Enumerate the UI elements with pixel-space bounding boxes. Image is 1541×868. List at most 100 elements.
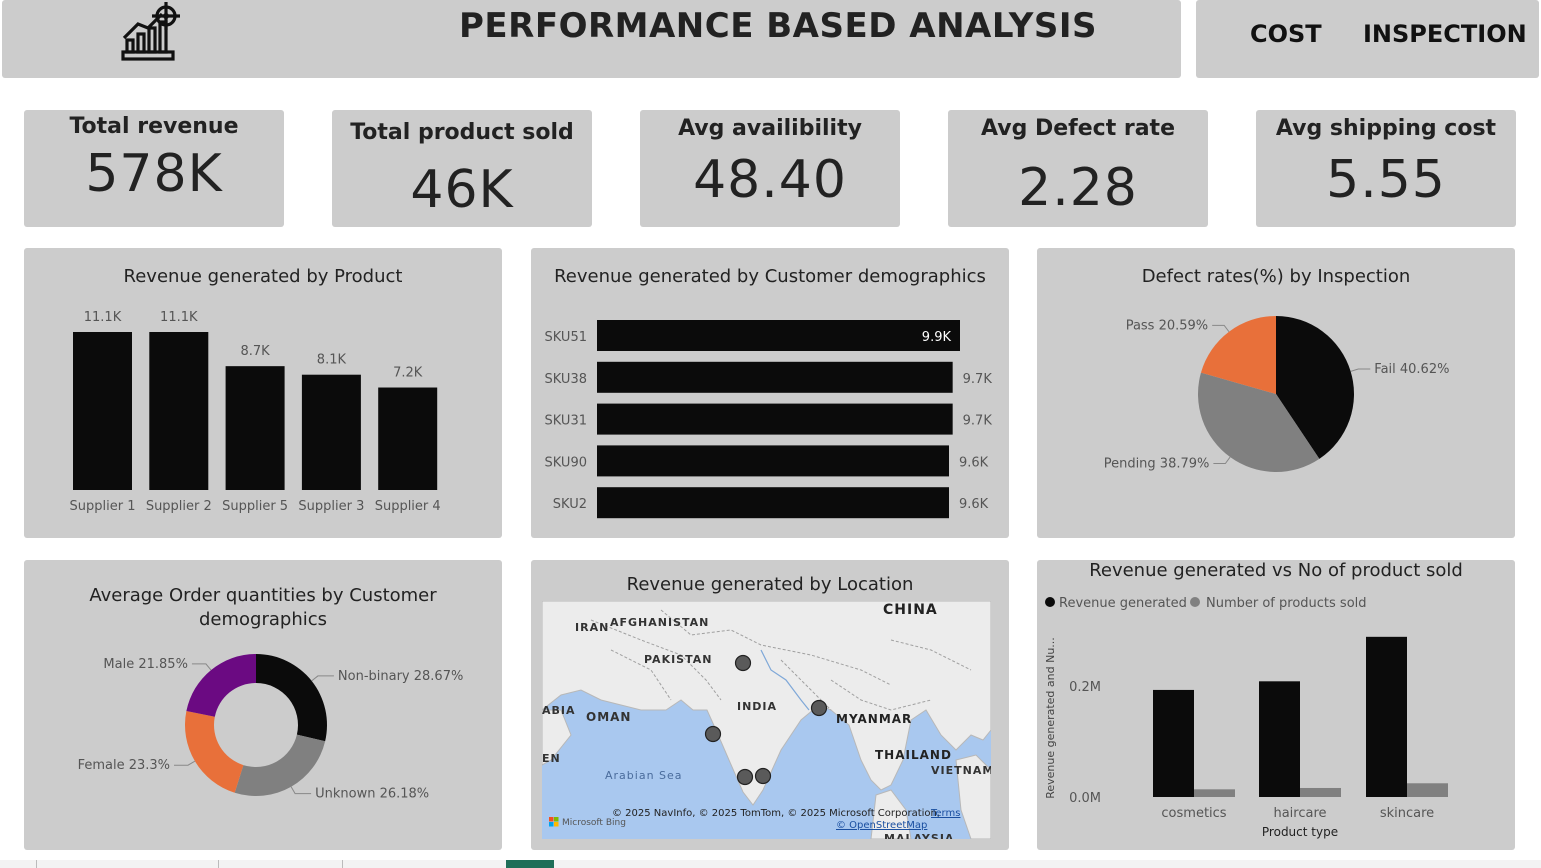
slice-label: Male 21.85% [103, 657, 188, 672]
bar [1153, 689, 1194, 797]
y-tick-label: SKU90 [545, 455, 588, 470]
map-border [660, 609, 892, 686]
x-tick-label: Supplier 1 [70, 499, 136, 514]
map-border [890, 639, 972, 671]
kpi-title: Avg Defect rate [980, 116, 1175, 141]
map-border [590, 619, 722, 701]
location-marker [704, 725, 722, 743]
avg-order-qty-donut-chart: Non-binary 28.67% Unknown 26.18% Female 23… [78, 654, 463, 802]
y-tick-label: SKU31 [545, 414, 588, 429]
leader-line [311, 675, 334, 682]
legend-label: Number of products sold [1206, 596, 1367, 611]
growth-chart-target-icon [121, 2, 180, 61]
leader-line [290, 786, 312, 795]
data-label: 8.7K [240, 344, 270, 359]
bing-logo-square [554, 822, 559, 827]
revenue-by-location-map[interactable]: CHINA IRAN AFGHANISTAN PAKISTAN INDIA OMAN ABI… [531, 560, 1009, 850]
nav-panel: COST INSPECTION [1196, 0, 1539, 78]
chart-title: Revenue generated by Customer demographi… [554, 266, 986, 287]
bar [597, 445, 949, 477]
pie-slice [186, 654, 256, 717]
x-tick-label: haircare [1273, 806, 1326, 821]
bar [1259, 681, 1300, 797]
pie-slice [185, 711, 244, 793]
location-marker [810, 699, 828, 717]
defect-rates-panel: Defect rates(%) by Inspection Fail 40.62… [1037, 248, 1515, 538]
leader-line [191, 663, 212, 671]
bar [597, 361, 953, 393]
data-label: 11.1K [84, 310, 122, 325]
map-place-label: MYANMAR [836, 712, 912, 726]
nav-inspection-button[interactable]: INSPECTION [1363, 20, 1527, 48]
kpi-value: 5.55 [1326, 150, 1446, 210]
y-tick-label: 0.0M [1069, 791, 1101, 806]
nav-cost-button[interactable]: COST [1250, 20, 1322, 48]
data-label: 7.2K [393, 366, 423, 381]
bing-logo-text: Microsoft Bing [562, 818, 626, 828]
page-title: PERFORMANCE BASED ANALYSIS [459, 6, 1097, 46]
location-marker [754, 767, 772, 785]
x-tick-label: skincare [1380, 806, 1434, 821]
slice-label: Pass 20.59% [1126, 318, 1208, 333]
bar [149, 332, 209, 490]
revenue-by-product-chart: 11.1K Supplier 1 11.1K Supplier 2 8.7K Suppli… [70, 310, 441, 514]
slice-label: Fail 40.62% [1374, 362, 1449, 377]
data-label: 9.7K [963, 372, 993, 387]
map-layer: CHINA IRAN AFGHANISTAN PAKISTAN INDIA OMAN ABI… [542, 601, 991, 839]
x-tick-label: cosmetics [1161, 806, 1226, 821]
kpi-value: 46K [410, 160, 514, 220]
kpi-title: Avg availibility [678, 116, 862, 141]
slice-label: Pending 38.79% [1104, 457, 1210, 472]
map-land-arabia [542, 709, 572, 766]
map-land-malaysia [870, 789, 912, 839]
data-label: 11.1K [160, 310, 198, 325]
legend-marker [1045, 597, 1055, 607]
leader-line [1212, 324, 1230, 333]
map-land [542, 601, 991, 806]
pie-slice [234, 734, 326, 796]
location-marker [734, 654, 752, 672]
map-land-vietnam [955, 754, 991, 839]
kpi-title: Total product sold [350, 120, 574, 145]
bing-logo-square [549, 817, 554, 822]
kpi-avg-availability: Avg availibility 48.40 [640, 110, 900, 227]
page-tab-divider [218, 860, 219, 868]
map-terms-link: Terms [930, 808, 960, 819]
avg-order-qty-panel: Average Order quantities by Customer dem… [24, 560, 502, 850]
revenue-vs-sold-panel: Revenue generated vs No of product sold … [1037, 560, 1515, 850]
bing-logo-square [554, 817, 559, 822]
map-place-label: Arabian Sea [605, 769, 683, 782]
kpi-avg-defect-rate: Avg Defect rate 2.28 [948, 110, 1208, 227]
data-label: 9.9K [922, 330, 952, 345]
kpi-title: Total revenue [69, 114, 239, 139]
map-attribution: © 2025 NavInfo, © 2025 TomTom, © 2025 Mi… [612, 808, 940, 819]
map-place-label: THAILAND [875, 748, 952, 762]
chart-title: Revenue generated by Location [626, 574, 914, 595]
active-page-tab[interactable] [506, 860, 554, 868]
bar [1366, 636, 1407, 797]
revenue-by-location-panel: Revenue generated by Location CHINA IRAN A… [531, 560, 1009, 850]
map-place-label: CHINA [883, 602, 938, 618]
map-place-label: PAKISTAN [644, 653, 712, 666]
chart-title: Defect rates(%) by Inspection [1141, 266, 1411, 287]
map-place-label: OMAN [586, 710, 631, 724]
x-tick-label: Supplier 5 [222, 499, 288, 514]
bar [1407, 783, 1448, 797]
map-place-label: INDIA [737, 700, 777, 713]
slice-label: Unknown 26.18% [315, 787, 429, 802]
data-label: 9.7K [963, 414, 993, 429]
y-tick-label: SKU2 [553, 497, 587, 512]
legend-marker [1190, 597, 1200, 607]
chart-title: Revenue generated vs No of product sold [1089, 560, 1463, 581]
kpi-total-revenue: Total revenue 578K [24, 110, 284, 227]
map-osm-link: © OpenStreetMap [836, 820, 927, 831]
page-tab-divider [36, 860, 37, 868]
map-place-label: EN [542, 752, 561, 765]
bar [378, 387, 438, 490]
page-tab-strip [0, 860, 1541, 868]
kpi-value: 578K [85, 144, 223, 204]
revenue-by-demographics-panel: Revenue generated by Customer demographi… [531, 248, 1009, 538]
pie-slice [1200, 316, 1276, 394]
data-label: 9.6K [959, 455, 989, 470]
y-axis-title: Revenue generated and Nu... [1044, 637, 1057, 799]
